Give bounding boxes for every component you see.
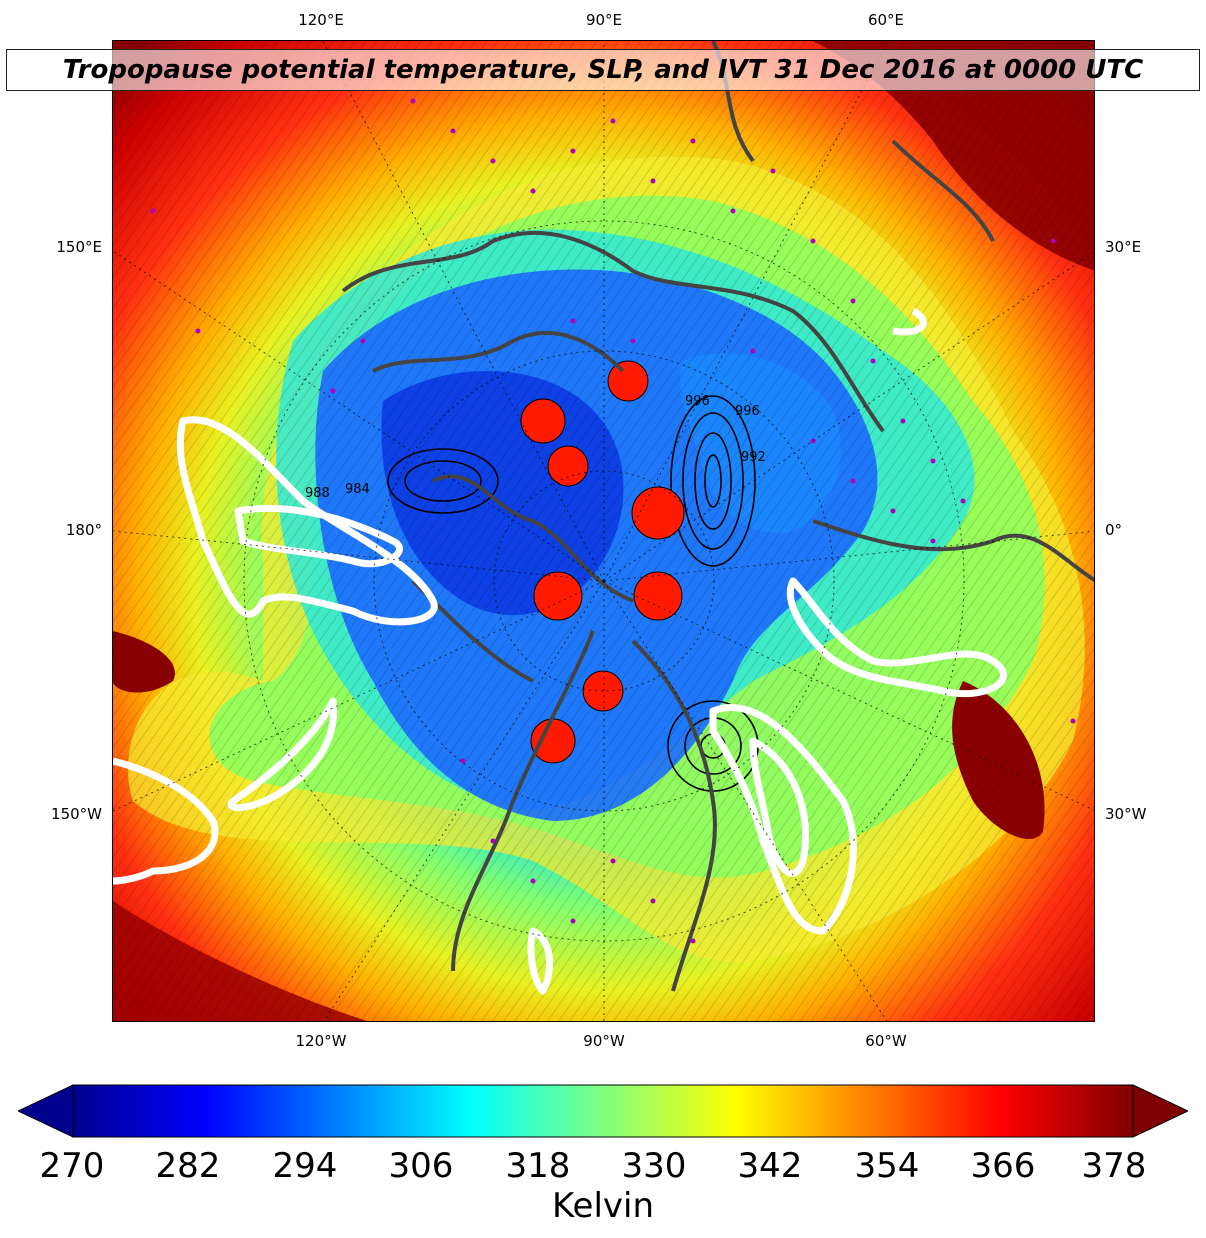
slp-label: 996 bbox=[685, 394, 710, 409]
colorbar-tick-label: 282 bbox=[155, 1146, 221, 1186]
lon-label-right-30e: 30°E bbox=[1105, 238, 1142, 256]
theta-warm-blobs bbox=[520, 360, 685, 764]
colorbar-tick-label: 366 bbox=[970, 1146, 1036, 1186]
slp-label: 984 bbox=[345, 482, 370, 497]
colorbar-tick-label: 342 bbox=[737, 1146, 803, 1186]
lon-label-right-0: 0° bbox=[1105, 521, 1123, 539]
lon-label-left-150e: 150°E bbox=[56, 238, 102, 256]
map-panel: 996 996 992 988 984 bbox=[112, 40, 1095, 1022]
colorbar-tick-label: 330 bbox=[621, 1146, 687, 1186]
ivt-contours bbox=[113, 307, 1007, 995]
colorbar-gradient bbox=[72, 1084, 1134, 1138]
slp-label: 992 bbox=[741, 450, 766, 465]
colorbar-tick-label: 270 bbox=[39, 1146, 105, 1186]
coastlines bbox=[341, 41, 1094, 992]
lon-label-left-180: 180° bbox=[65, 521, 102, 539]
colorbar bbox=[18, 1084, 1188, 1138]
lon-label-bottom-60w: 60°W bbox=[865, 1032, 907, 1050]
map-title: Tropopause potential temperature, SLP, a… bbox=[6, 49, 1200, 91]
colorbar-title: Kelvin bbox=[551, 1186, 655, 1226]
lon-label-right-30w: 30°W bbox=[1105, 805, 1147, 823]
slp-labels: 996 996 992 988 984 bbox=[305, 394, 766, 501]
lon-label-left-150w: 150°W bbox=[51, 805, 102, 823]
slp-label: 996 bbox=[735, 404, 760, 419]
colorbar-tick-label: 378 bbox=[1081, 1146, 1147, 1186]
slp-label: 988 bbox=[305, 486, 330, 501]
tropopause-theta-map: 996 996 992 988 984 bbox=[113, 41, 1094, 1021]
station-markers bbox=[150, 98, 1076, 944]
lon-label-top-120e: 120°E bbox=[298, 11, 344, 29]
lon-label-bottom-120w: 120°W bbox=[295, 1032, 347, 1050]
colorbar-extend-min bbox=[18, 1084, 74, 1138]
colorbar-tick-label: 294 bbox=[272, 1146, 338, 1186]
colorbar-tick-label: 318 bbox=[505, 1146, 571, 1186]
lon-label-bottom-90w: 90°W bbox=[583, 1032, 625, 1050]
colorbar-tick-label: 306 bbox=[388, 1146, 454, 1186]
lon-label-top-60e: 60°E bbox=[867, 11, 905, 29]
colorbar-extend-max bbox=[1132, 1084, 1188, 1138]
colorbar-tick-label: 354 bbox=[854, 1146, 920, 1186]
lon-label-top-90e: 90°E bbox=[585, 11, 623, 29]
graticule bbox=[113, 41, 1094, 1021]
